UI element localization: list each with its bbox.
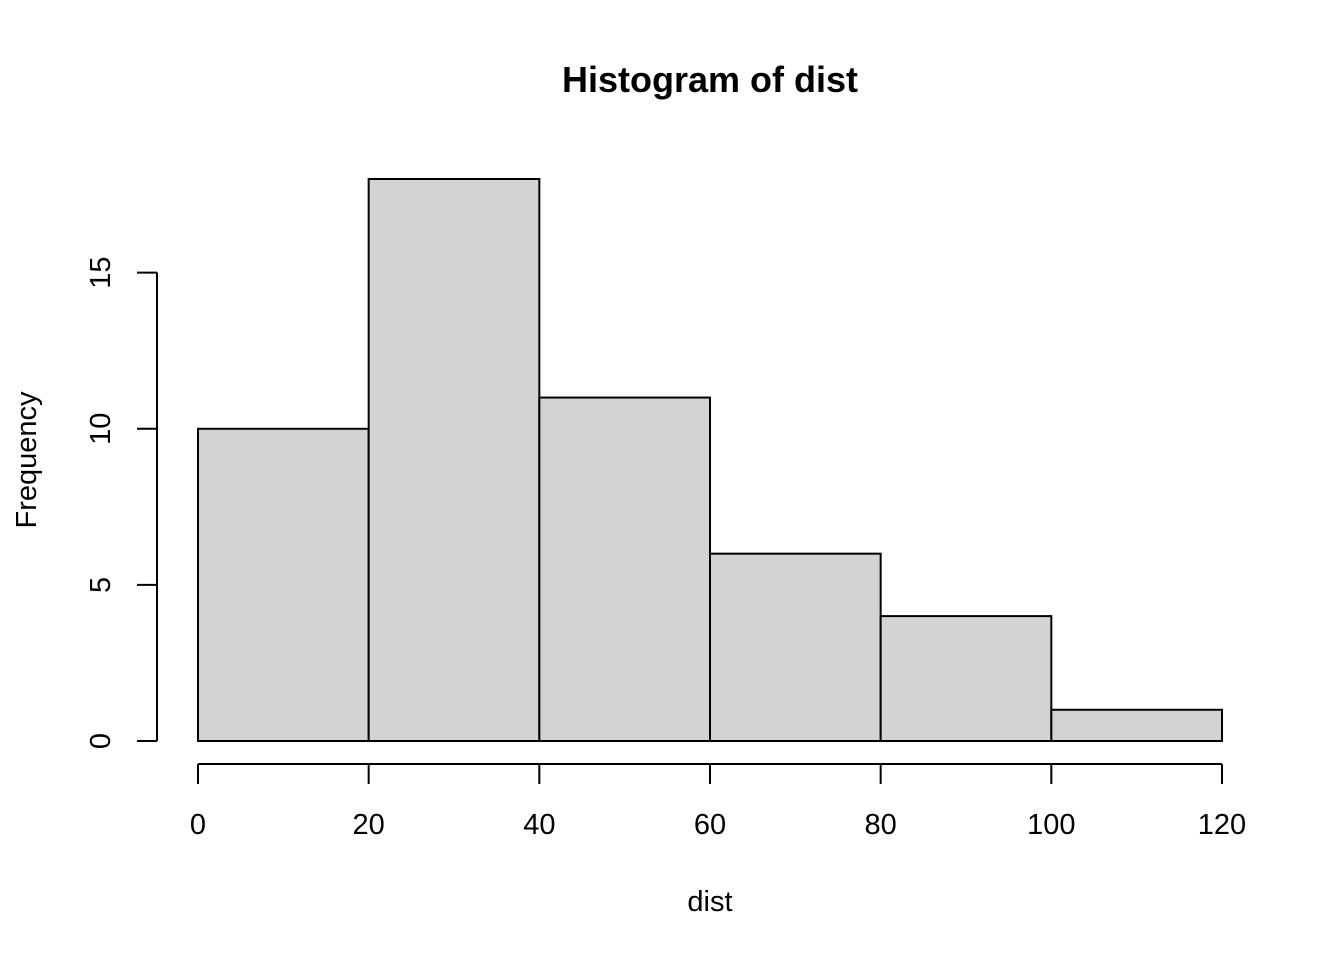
x-tick-label: 0 bbox=[190, 809, 206, 841]
y-axis: 0 5 10 15 bbox=[85, 257, 158, 749]
x-tick-label: 20 bbox=[353, 809, 385, 841]
x-tick-label: 80 bbox=[865, 809, 897, 841]
y-tick-label: 15 bbox=[85, 257, 117, 289]
histogram-bar bbox=[367, 178, 541, 742]
y-tick-label: 10 bbox=[85, 413, 117, 445]
histogram-bar bbox=[879, 615, 1053, 742]
chart-title: Histogram of dist bbox=[562, 59, 858, 100]
histogram-bars bbox=[197, 178, 1224, 743]
y-tick-label: 0 bbox=[85, 733, 117, 749]
histogram-bar bbox=[709, 552, 882, 743]
x-tick-label: 60 bbox=[694, 809, 726, 841]
histogram-bar bbox=[538, 396, 711, 742]
x-tick-label: 120 bbox=[1198, 809, 1246, 841]
x-tick-label: 40 bbox=[523, 809, 555, 841]
x-axis: 0 20 40 60 80 100 120 bbox=[190, 763, 1246, 841]
x-axis-label: dist bbox=[687, 886, 732, 918]
histogram-bar bbox=[1050, 708, 1224, 742]
histogram-bar bbox=[197, 427, 370, 742]
y-axis-label: Frequency bbox=[11, 391, 43, 529]
x-tick-label: 100 bbox=[1027, 809, 1075, 841]
y-tick-label: 5 bbox=[85, 577, 117, 593]
